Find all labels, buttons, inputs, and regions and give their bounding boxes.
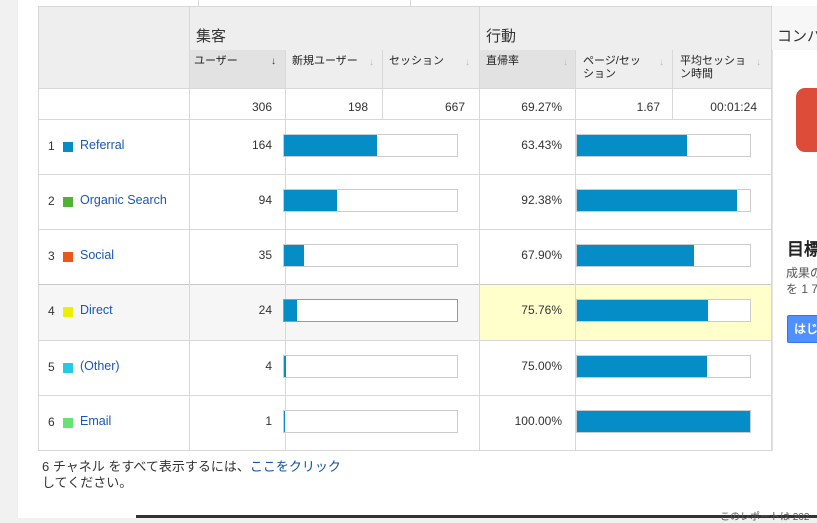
bounce-rate-value: 75.76% [521, 303, 562, 317]
channel-color-swatch [63, 418, 73, 428]
users-share-bar [283, 299, 458, 322]
col-header-new-users[interactable]: 新規ユーザー [292, 55, 358, 67]
row-index: 2 [48, 194, 55, 208]
sort-arrow-down-icon: ↓ [271, 56, 276, 67]
channel-link[interactable]: Referral [80, 138, 125, 152]
channel-color-swatch [63, 363, 73, 373]
sort-arrow-icon: ↓ [659, 57, 664, 68]
users-value: 24 [258, 303, 272, 317]
row-index: 5 [48, 360, 55, 374]
users-value: 35 [258, 248, 272, 262]
total-avg-duration: 00:01:24 [710, 100, 757, 114]
channel-link[interactable]: Organic Search [80, 193, 167, 207]
users-share-bar [283, 189, 458, 212]
goals-text-line1: 成果の [786, 266, 817, 280]
side-panel: コンバ 目標 成果の を 1 7 はじ [772, 6, 817, 451]
total-sessions: 667 [444, 100, 465, 114]
column-header-row [38, 50, 772, 88]
channel-color-swatch [63, 307, 73, 317]
group-behavior: 行動 [486, 28, 517, 45]
sort-arrow-icon: ↓ [369, 57, 374, 68]
table-row[interactable]: 4 Direct 24 75.76% [38, 284, 772, 339]
users-value: 164 [251, 138, 272, 152]
bounce-rate-bar [576, 189, 751, 212]
bounce-rate-value: 63.43% [521, 138, 562, 152]
bounce-rate-fill [577, 190, 737, 211]
show-all-channels-link[interactable]: ここをクリック [249, 459, 341, 474]
row-index: 6 [48, 415, 55, 429]
bounce-rate-value: 67.90% [521, 248, 562, 262]
users-value: 94 [258, 193, 272, 207]
goals-title: 目標 [787, 240, 817, 259]
channel-link[interactable]: Social [80, 248, 115, 262]
group-acquisition: 集客 [196, 28, 227, 45]
sort-arrow-icon: ↓ [756, 57, 761, 68]
sorted-column-highlight [190, 50, 286, 88]
users-share-fill [284, 190, 337, 211]
users-share-fill [284, 411, 285, 432]
users-share-bar [283, 410, 458, 433]
bounce-rate-fill [577, 135, 687, 156]
users-share-fill [284, 356, 286, 377]
users-value: 1 [265, 414, 272, 428]
channel-link[interactable]: Direct [80, 303, 113, 317]
footer-note: 6 チャネル をすべて表示するには、ここをクリック してください。 [42, 459, 341, 490]
channel-link[interactable]: Email [80, 414, 112, 428]
channel-link[interactable]: (Other) [80, 359, 120, 373]
col-header-pages-per-session[interactable]: ページ/セッション [583, 55, 641, 80]
total-bounce-rate: 69.27% [521, 100, 562, 114]
users-share-bar [283, 134, 458, 157]
bounce-rate-fill [577, 411, 750, 432]
bounce-rate-bar [576, 410, 751, 433]
sort-arrow-icon: ↓ [465, 57, 470, 68]
table-row[interactable]: 2 Organic Search 94 92.38% [38, 174, 772, 229]
bottom-divider [136, 515, 817, 518]
row-index: 1 [48, 139, 55, 153]
channel-color-swatch [63, 142, 73, 152]
goal-illustration [796, 88, 817, 152]
bounce-rate-bar [576, 244, 751, 267]
col-header-bounce-rate[interactable]: 直帰率 [486, 55, 519, 67]
bounce-rate-value: 100.00% [514, 414, 562, 428]
col-header-avg-session-duration[interactable]: 平均セッション時間 [680, 55, 746, 80]
bounce-rate-value: 92.38% [521, 193, 562, 207]
total-users: 306 [251, 100, 272, 114]
bounce-rate-bar [576, 134, 751, 157]
table-row[interactable]: 6 Email 1 100.00% [38, 395, 772, 450]
channel-color-swatch [63, 252, 73, 262]
table-row[interactable]: 3 Social 35 67.90% [38, 229, 772, 284]
report-date-note: このレポートは 202 [720, 512, 810, 523]
total-new-users: 198 [347, 100, 368, 114]
bounce-rate-fill [577, 300, 708, 321]
total-pages-per-session: 1.67 [636, 100, 660, 114]
bounce-rate-fill [577, 356, 707, 377]
group-conversion: コンバ [777, 28, 817, 45]
bounce-rate-value: 75.00% [521, 359, 562, 373]
users-share-fill [284, 245, 304, 266]
goals-text-line2: を 1 7 [786, 282, 817, 296]
col-header-users[interactable]: ユーザー [194, 55, 238, 67]
users-share-bar [283, 355, 458, 378]
sorted-column-highlight-behavior [480, 50, 576, 88]
goals-start-button[interactable]: はじ [787, 315, 817, 343]
bounce-rate-bar [576, 299, 751, 322]
group-header-row [38, 6, 772, 50]
table-row[interactable]: 5 (Other) 4 75.00% [38, 340, 772, 395]
col-header-sessions[interactable]: セッション [389, 55, 444, 67]
users-share-fill [284, 135, 377, 156]
users-share-bar [283, 244, 458, 267]
report-panel: 集客 行動 ユーザー ↓ 新規ユーザー ↓ セッション ↓ 直帰率 ↓ ページ/… [18, 0, 817, 523]
row-index: 4 [48, 304, 55, 318]
channel-color-swatch [63, 197, 73, 207]
row-index: 3 [48, 249, 55, 263]
bounce-rate-bar [576, 355, 751, 378]
users-value: 4 [265, 359, 272, 373]
table-row[interactable]: 1 Referral 164 63.43% [38, 119, 772, 174]
bounce-rate-fill [577, 245, 694, 266]
users-share-fill [284, 300, 297, 321]
sort-arrow-icon: ↓ [563, 57, 568, 68]
